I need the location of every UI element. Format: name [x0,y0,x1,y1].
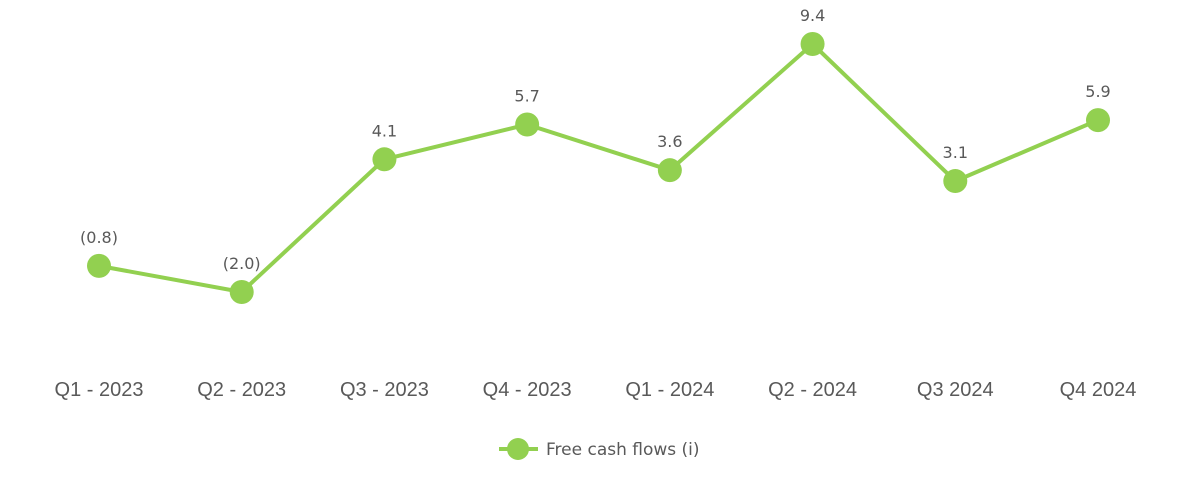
data-labels: (0.8) (2.0) 4.1 5.7 3.6 9.4 3.1 5.9 [80,6,1111,273]
plot-area: (0.8) (2.0) 4.1 5.7 3.6 9.4 3.1 5.9 [80,6,1111,304]
data-point-marker[interactable] [657,158,682,183]
data-point-label: (0.8) [80,228,118,247]
x-axis-tick-label: Q2 - 2023 [197,379,286,401]
data-point-label: 3.1 [943,143,968,162]
data-point-label: 9.4 [800,6,825,25]
legend-marker-icon [507,438,529,460]
legend-label: Free cash flows (i) [546,440,700,460]
data-point-marker[interactable] [87,253,111,278]
x-axis-tick-label: Q4 2024 [1060,379,1137,401]
data-point-marker[interactable] [943,169,968,194]
data-point-marker[interactable] [1086,108,1110,133]
x-axis-tick-label: Q3 - 2023 [340,379,429,401]
series-line [97,42,1100,294]
x-axis-tick-label: Q1 - 2023 [55,379,144,401]
data-point-marker[interactable] [372,147,397,172]
series-markers [87,32,1110,304]
x-axis-tick-label: Q3 2024 [917,379,994,401]
x-axis-tick-label: Q2 - 2024 [768,379,857,401]
data-point-marker[interactable] [515,112,540,137]
x-axis-tick-label: Q4 - 2023 [483,379,572,401]
data-point-marker[interactable] [229,280,254,304]
data-point-label: 5.7 [514,86,539,105]
data-point-label: 5.9 [1085,82,1110,101]
x-axis-tick-label: Q1 - 2024 [625,379,714,401]
data-point-label: (2.0) [223,254,261,273]
data-point-label: 4.1 [372,121,397,140]
data-point-marker[interactable] [800,32,825,56]
x-axis: Q1 - 2023 Q2 - 2023 Q3 - 2023 Q4 - 2023 Q1 -… [55,379,1137,401]
data-point-label: 3.6 [657,132,682,151]
legend[interactable]: Free cash flows (i) [499,438,700,460]
